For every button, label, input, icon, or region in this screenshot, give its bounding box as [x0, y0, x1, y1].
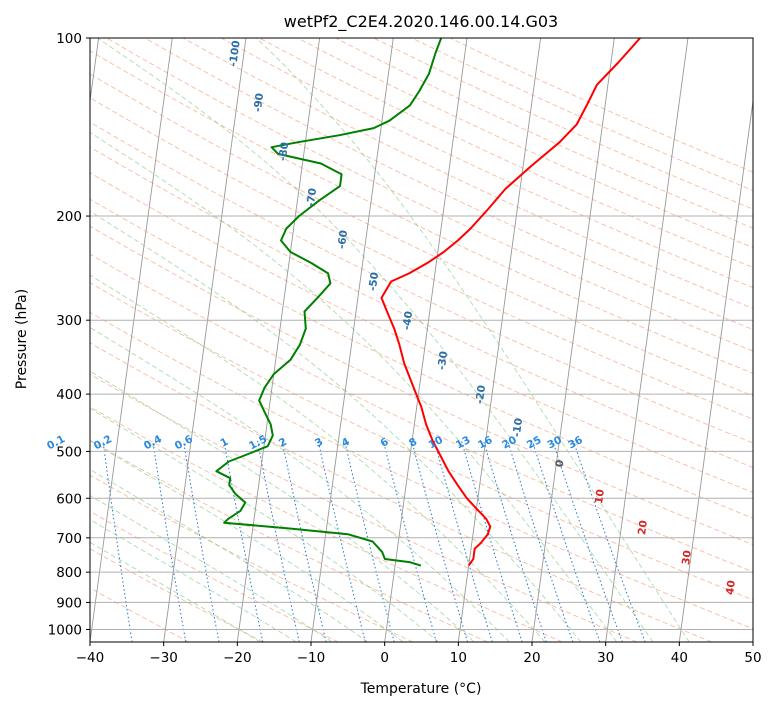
isotherm — [163, 38, 247, 642]
dry-adiabat — [90, 282, 753, 601]
isotherm-label: -10 — [511, 417, 525, 437]
y-tick-label: 100 — [56, 31, 82, 47]
isotherm-label: -30 — [436, 350, 450, 370]
isotherm-label: -90 — [252, 92, 266, 112]
background-lines — [90, 38, 753, 642]
moist-adiabat — [90, 541, 261, 642]
isotherm — [90, 38, 173, 642]
plot-frame — [89, 37, 754, 643]
dry-adiabat — [106, 38, 753, 352]
moist-adiabat — [90, 407, 439, 642]
y-tick-label: 400 — [56, 387, 82, 403]
mixing-ratio-line — [461, 440, 523, 642]
y-tick-label: 900 — [56, 595, 82, 611]
isotherm-label: 40 — [724, 580, 738, 596]
isotherm — [236, 38, 321, 642]
isotherm — [457, 38, 542, 642]
line-labels: -100-90-80-70-60-50-40-30-20-10010203040… — [45, 40, 738, 596]
mixing-ratio-line — [223, 440, 264, 642]
dry-adiabat — [90, 73, 753, 397]
moist-adiabat — [90, 519, 297, 642]
dry-adiabat — [90, 373, 638, 642]
dry-adiabat — [90, 406, 563, 642]
profile-line — [380, 38, 641, 567]
chart-title: wetPf2_C2E4.2020.146.00.14.G03 — [284, 12, 558, 32]
mixing-ratio-line — [572, 440, 646, 642]
mixing-ratio-line — [317, 440, 366, 642]
isotherm — [531, 38, 615, 642]
dry-adiabat — [182, 38, 753, 309]
isotherm-label: -70 — [305, 187, 319, 207]
isotherm — [384, 38, 468, 642]
x-tick-label: 40 — [671, 650, 688, 666]
grid-lines — [90, 38, 753, 642]
isotherm-label: -60 — [336, 229, 350, 249]
dry-adiabat — [220, 38, 753, 289]
dry-adiabat — [90, 548, 264, 642]
x-tick-label: 30 — [597, 650, 614, 666]
moist-adiabat — [256, 38, 690, 642]
dry-adiabat — [90, 97, 753, 420]
y-tick-label: 300 — [56, 313, 82, 329]
x-axis-label: Temperature (°C) — [360, 681, 482, 697]
y-axis-label: Pressure (hPa) — [14, 289, 30, 389]
x-tick-label: −40 — [76, 650, 105, 666]
y-tick-label: 200 — [56, 209, 82, 225]
isotherm-label: 10 — [593, 489, 607, 505]
mixing-ratio-line — [552, 440, 623, 642]
mixing-ratio-line — [281, 440, 327, 642]
moist-adiabat — [90, 440, 404, 642]
y-tick-label: 600 — [56, 491, 82, 507]
dry-adiabat — [90, 311, 753, 630]
x-tick-label: 50 — [744, 650, 761, 666]
moist-adiabat — [97, 38, 654, 642]
profile-line — [215, 38, 443, 567]
mixing-ratio-line — [411, 440, 468, 642]
x-tick-label: −10 — [297, 650, 326, 666]
isotherm-label: 20 — [636, 520, 650, 536]
mixing-ratio-line — [257, 440, 300, 642]
mixing-ratio-line — [102, 440, 133, 642]
isotherm — [678, 97, 753, 642]
isotherm-label: 30 — [680, 550, 694, 566]
isotherm-label: -20 — [474, 384, 488, 404]
isotherm-label: -50 — [367, 271, 381, 291]
dry-adiabat — [90, 172, 753, 493]
mixing-ratio-line — [382, 440, 437, 642]
dry-adiabat — [90, 439, 488, 642]
isotherm-label: -40 — [401, 310, 415, 330]
y-tick-label: 800 — [56, 565, 82, 581]
y-tick-label: 1000 — [48, 622, 82, 638]
moist-adiabat — [90, 274, 546, 642]
moist-adiabat — [90, 468, 368, 642]
dry-adiabat — [90, 225, 753, 546]
moist-adiabat — [90, 370, 475, 642]
mixing-ratio-line — [152, 440, 187, 642]
mixing-ratio-line — [182, 440, 220, 642]
dry-adiabat — [90, 198, 753, 519]
plot-area — [90, 38, 753, 642]
y-tick-label: 700 — [56, 531, 82, 547]
profile-lines — [215, 38, 641, 567]
x-tick-label: 20 — [523, 650, 540, 666]
isotherm — [605, 38, 689, 642]
isotherm — [310, 38, 394, 642]
isotherm-label: 0 — [554, 459, 567, 468]
dry-adiabat — [90, 253, 753, 573]
dry-adiabat — [90, 50, 753, 374]
x-tick-label: −20 — [223, 650, 252, 666]
x-axis-ticks: −40 −30 −20 −10 0 10 20 30 40 50 — [76, 642, 762, 666]
isotherm-label: -80 — [277, 141, 291, 161]
dry-adiabat — [144, 38, 753, 330]
x-tick-label: 0 — [380, 650, 389, 666]
isotherm-label: -100 — [227, 40, 242, 68]
mixing-ratio-line — [433, 440, 493, 642]
moist-adiabat — [90, 326, 510, 642]
y-axis-ticks: 1000 900 800 700 600 500 400 300 200 100 — [48, 31, 90, 638]
y-tick-label: 500 — [56, 444, 82, 460]
x-tick-label: −30 — [149, 650, 178, 666]
x-tick-label: 10 — [450, 650, 467, 666]
